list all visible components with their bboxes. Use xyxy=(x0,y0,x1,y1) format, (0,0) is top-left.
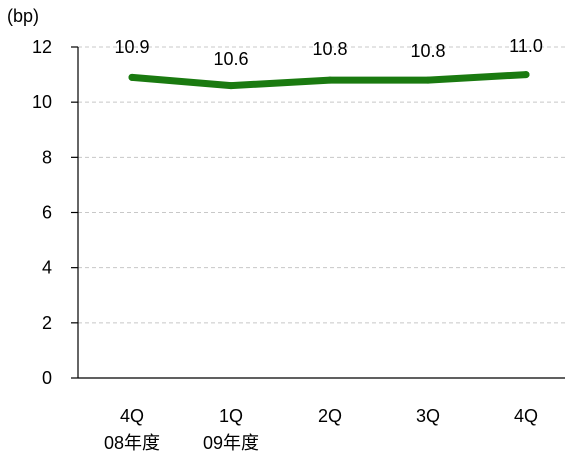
y-tick-label: 2 xyxy=(42,313,52,333)
x-tick-label: 4Q xyxy=(514,406,538,426)
gridlines xyxy=(78,46,565,324)
data-point xyxy=(227,82,235,90)
x-tick-label: 3Q xyxy=(416,406,440,426)
data-point xyxy=(326,76,334,84)
x-tick-sublabel: 08年度 xyxy=(104,433,160,453)
y-tick-labels: 0 2 4 6 8 10 12 xyxy=(32,37,78,388)
x-tick-sublabel: 09年度 xyxy=(203,433,259,453)
y-tick-label: 12 xyxy=(32,37,52,57)
data-labels: 10.9 10.6 10.8 10.8 11.0 xyxy=(114,36,542,69)
y-tick-label: 0 xyxy=(42,368,52,388)
y-tick-label: 4 xyxy=(42,258,52,278)
data-label: 10.8 xyxy=(312,39,347,59)
series-line xyxy=(128,71,530,90)
data-label: 11.0 xyxy=(509,36,543,56)
x-tick-label: 1Q xyxy=(219,406,243,426)
y-axis-label: (bp) xyxy=(7,6,39,26)
data-point xyxy=(424,76,432,84)
data-label: 10.6 xyxy=(213,49,248,69)
y-tick-label: 8 xyxy=(42,147,52,167)
data-label: 10.9 xyxy=(114,37,149,57)
x-tick-labels: 4Q 08年度 1Q 09年度 2Q 3Q 4Q xyxy=(104,406,538,453)
data-point xyxy=(128,73,136,81)
y-tick-label: 10 xyxy=(32,92,52,112)
data-label: 10.8 xyxy=(410,41,445,61)
x-tick-label: 4Q xyxy=(120,406,144,426)
data-point xyxy=(522,71,530,79)
x-tick-label: 2Q xyxy=(318,406,342,426)
y-tick-label: 6 xyxy=(42,203,52,223)
